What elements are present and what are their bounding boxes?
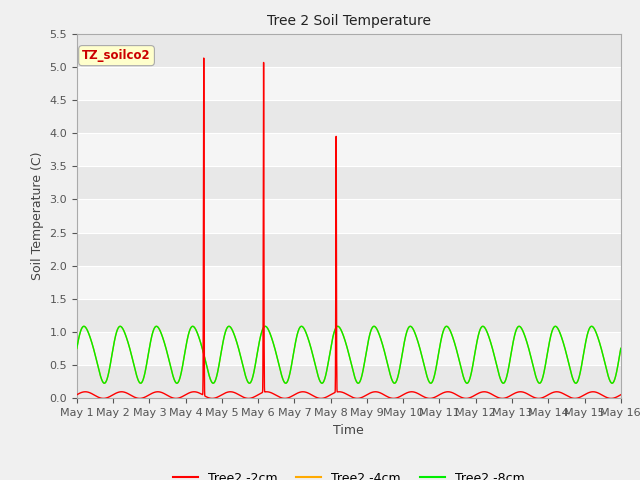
X-axis label: Time: Time [333,424,364,437]
Bar [77,266,621,299]
Y-axis label: Soil Temperature (C): Soil Temperature (C) [31,152,44,280]
Bar [77,133,621,166]
Bar [77,233,621,266]
Bar [77,100,621,133]
Bar [77,332,621,365]
Bar [77,199,621,233]
Bar [77,365,621,398]
Text: TZ_soilco2: TZ_soilco2 [82,49,151,62]
Bar [77,67,621,100]
Bar [77,299,621,332]
Bar [77,166,621,199]
Title: Tree 2 Soil Temperature: Tree 2 Soil Temperature [267,14,431,28]
Bar [77,34,621,67]
Legend: Tree2 -2cm, Tree2 -4cm, Tree2 -8cm: Tree2 -2cm, Tree2 -4cm, Tree2 -8cm [168,467,529,480]
